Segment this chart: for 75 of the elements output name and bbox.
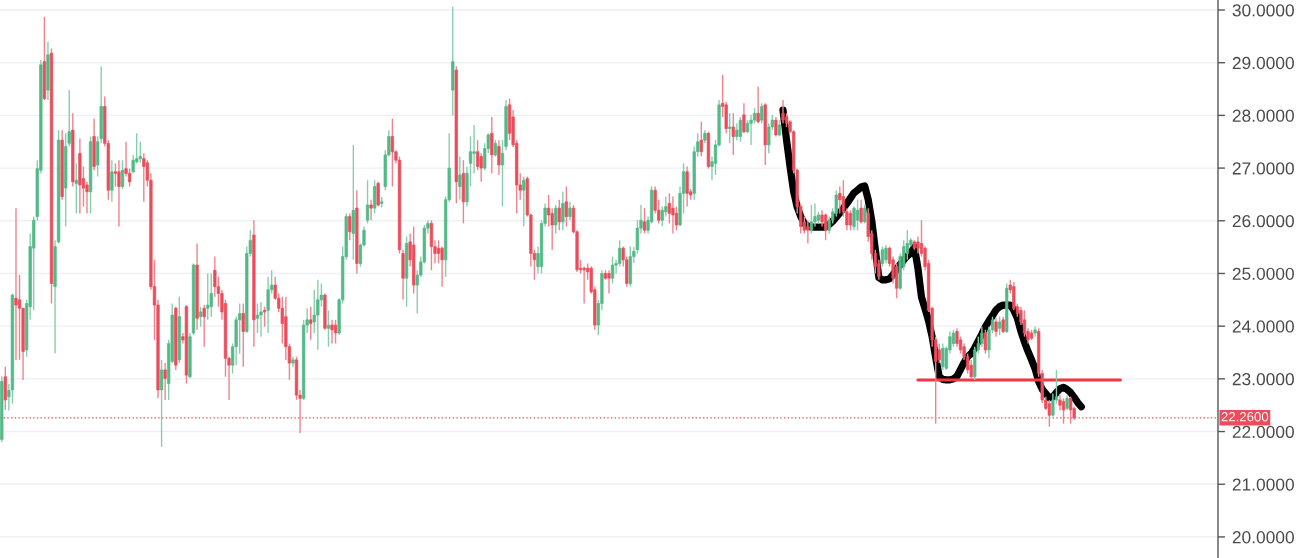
candlestick [199,305,203,328]
candlestick [1047,399,1051,428]
candlestick [120,159,125,190]
candlestick [610,255,615,285]
candlestick [582,265,586,305]
candlestick [206,272,210,321]
candlestick [255,302,260,334]
candlestick [561,191,565,231]
candlestick [376,181,380,208]
candlestick [159,359,164,448]
candlestick [142,152,146,203]
candlestick [316,279,320,351]
candlestick [880,245,885,268]
candlestick [809,204,814,235]
candlestick [848,209,853,231]
candlestick [884,244,888,265]
candlestick [568,201,572,221]
candlestick [554,204,558,235]
candlestick [326,309,331,348]
candlestick [333,319,338,345]
candlestick [14,207,18,361]
candlestick [369,199,373,221]
candlestick [557,199,561,231]
candlestick [806,219,810,245]
candlestick [458,155,462,201]
candlestick [685,165,689,208]
candlestick [731,112,735,156]
candlestick [994,317,998,338]
y-tick-label: 20.0000 [1232,531,1294,544]
candlestick [742,102,746,135]
ref-line-label: 22.2600 [1221,412,1269,422]
candlestick [490,116,494,175]
y-tick-label: 28.0000 [1232,109,1294,122]
candlestick [241,302,245,368]
candlestick [941,342,945,371]
candlestick [728,112,732,145]
candlestick [781,99,785,124]
candlestick [209,272,213,318]
candlestick [117,159,121,228]
y-tick-label: 30.0000 [1232,4,1294,17]
candlestick [863,204,867,225]
candlestick [74,162,78,215]
candlestick [983,329,988,355]
candlestick [436,239,441,265]
y-tick-label: 22.0000 [1232,425,1294,438]
candlestick [937,342,941,364]
candlestick [699,121,703,158]
candlestick [348,212,352,241]
candlestick [859,199,863,225]
candlestick [351,144,355,261]
candlestick [564,185,569,228]
y-tick-label: 29.0000 [1232,56,1294,70]
candlestick [110,159,114,203]
y-tick-label: 27.0000 [1232,162,1294,175]
candlestick [262,305,267,328]
y-tick-label: 25.0000 [1232,267,1294,280]
y-tick-label: 21.0000 [1232,478,1294,491]
candlestick [522,175,526,228]
candlestick [756,85,760,124]
candlestick [497,139,501,176]
candlestick [202,304,206,348]
candlestick [330,319,334,345]
candlestick [163,362,167,401]
y-tick-label: 23.0000 [1232,373,1294,386]
candlestick [671,195,675,235]
candlestick [309,305,313,341]
candlestick [607,269,611,295]
candlestick [760,102,764,124]
y-tick-label: 26.0000 [1232,214,1294,228]
candlestick [3,366,7,411]
candlestick [113,162,118,188]
candlestick [472,124,476,175]
y-tick-label: 24.0000 [1232,320,1294,333]
candlestick [365,179,370,225]
candlestick [259,301,263,338]
